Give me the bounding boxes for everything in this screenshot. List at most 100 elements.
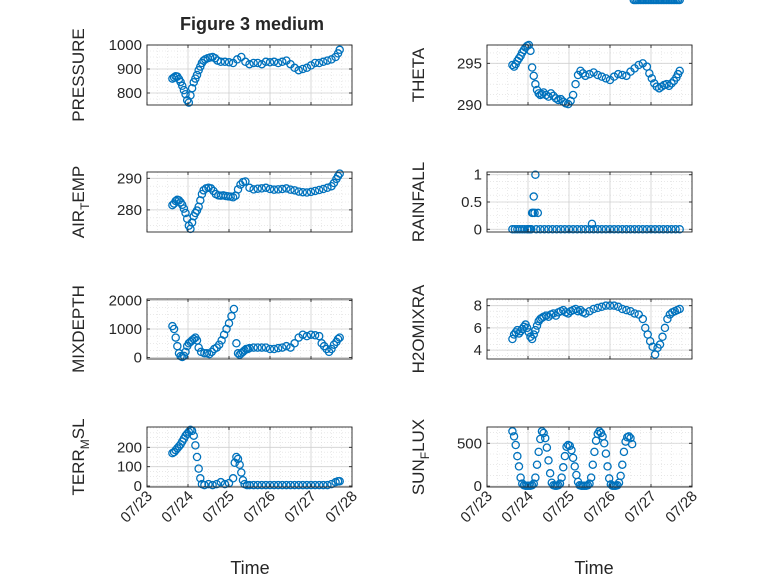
subplot-air-temp: 280 290 AIRTEMP (69, 166, 353, 238)
terr-msl-point (323, 480, 332, 490)
terr-msl-series (168, 425, 344, 490)
air-temp-point (278, 184, 287, 194)
air-temp-point (314, 185, 324, 195)
terr-msl-y-ticks: 0 100 200 (117, 439, 352, 495)
pressure-point (319, 57, 328, 67)
theta-y-tick-label: 290 (457, 97, 482, 114)
h2omixra-point (660, 323, 670, 333)
air-temp-point (241, 177, 250, 186)
theta-point (526, 46, 535, 56)
theta-point (556, 94, 566, 104)
theta-point (549, 91, 558, 101)
sun-flux-x-tick-label: 07/26 (580, 488, 619, 527)
theta-point (601, 74, 611, 83)
mixdepth-point (232, 339, 241, 348)
air-temp-point (178, 200, 187, 210)
terr-msl-point (290, 480, 299, 490)
pressure-point (314, 58, 324, 68)
terr-msl-y-tick-label: 100 (117, 459, 142, 476)
air-temp-point (197, 189, 207, 199)
h2omixra-point (549, 309, 558, 318)
rainfall-point (654, 225, 664, 234)
mixdepth-point (181, 347, 190, 357)
terr-msl-point (319, 480, 328, 490)
sun-flux-point (600, 439, 609, 448)
rainfall-point (667, 225, 676, 234)
air-temp-point (282, 184, 291, 193)
sun-flux-point (516, 473, 525, 482)
pressure-point (237, 52, 246, 62)
air-temp-point (306, 187, 316, 197)
mixdepth-point (333, 334, 343, 344)
air-temp-point (319, 184, 328, 194)
theta-point (576, 66, 585, 76)
mixdepth-point (273, 343, 283, 353)
air-temp-axes-box (146, 171, 353, 233)
air-temp-series (168, 169, 344, 234)
sun-flux-point (570, 462, 579, 471)
rainfall-point (572, 225, 582, 234)
pressure-point (294, 65, 303, 75)
mixdepth-y-tick-label: 0 (134, 350, 142, 367)
terr-msl-axes-box (146, 426, 353, 488)
sun-flux-series (508, 0, 684, 490)
terr-msl-point (294, 480, 303, 490)
air-temp-point (233, 185, 243, 194)
h2omixra-x-ticks (486, 299, 693, 359)
pressure-axes-box (146, 44, 353, 106)
h2omixra-axes-box (486, 298, 693, 360)
terr-msl-point (306, 480, 316, 490)
terr-msl-minor-grid (147, 427, 352, 487)
terr-msl-x-tick-label: 07/28 (322, 488, 361, 527)
sun-flux-x-tick-label: 07/27 (621, 488, 660, 527)
mixdepth-point (257, 343, 267, 352)
theta-point (527, 63, 537, 72)
terr-msl-point (192, 452, 202, 462)
h2omixra-y-tick-label: 8 (474, 298, 482, 315)
terr-msl-y-tick-label: 0 (134, 478, 142, 495)
mixdepth-series (168, 304, 344, 362)
terr-msl-point (269, 480, 279, 490)
terr-msl-point (286, 480, 295, 490)
sun-flux-point (675, 0, 684, 5)
sun-flux-point (545, 469, 555, 478)
mixdepth-point (179, 351, 189, 361)
sun-flux-point (513, 451, 522, 461)
sun-flux-point (534, 447, 543, 457)
pressure-point (241, 57, 250, 67)
air-temp-y-tick-label: 290 (117, 170, 142, 187)
pressure-point (298, 64, 308, 74)
terr-msl-point (216, 477, 226, 487)
rainfall-point (597, 225, 607, 234)
rainfall-point (568, 225, 578, 234)
mixdepth-point (265, 344, 275, 354)
theta-point (568, 90, 578, 100)
terr-msl-x-tick-label: 07/24 (158, 488, 197, 527)
terr-msl-point (191, 441, 200, 450)
rainfall-point (529, 192, 538, 201)
terr-msl-point (249, 480, 258, 490)
mixdepth-point (298, 330, 308, 339)
theta-point (571, 79, 580, 89)
x-axis-label-right: Time (574, 558, 613, 578)
mixdepth-y-ticks: 0 1000 2000 (109, 292, 352, 367)
mixdepth-y-axis-label: MIXDEPTH (69, 285, 88, 373)
h2omixra-point (613, 302, 623, 312)
mixdepth-point (314, 331, 324, 341)
air-temp-x-ticks (146, 172, 353, 232)
mixdepth-point (290, 339, 299, 348)
rainfall-point (587, 219, 597, 229)
rainfall-point (536, 225, 545, 234)
theta-y-tick-label: 295 (457, 55, 482, 72)
sun-flux-point (508, 427, 517, 436)
rainfall-point (560, 225, 570, 234)
h2omixra-point (605, 301, 615, 310)
terr-msl-point (196, 474, 205, 483)
air-temp-point (249, 185, 258, 194)
h2omixra-y-axis-label: H2OMIXRA (409, 284, 428, 373)
sun-flux-point (511, 440, 520, 450)
h2omixra-point (531, 325, 540, 335)
h2omixra-point (638, 314, 648, 324)
rainfall-x-ticks (486, 172, 693, 232)
theta-point (618, 70, 627, 80)
